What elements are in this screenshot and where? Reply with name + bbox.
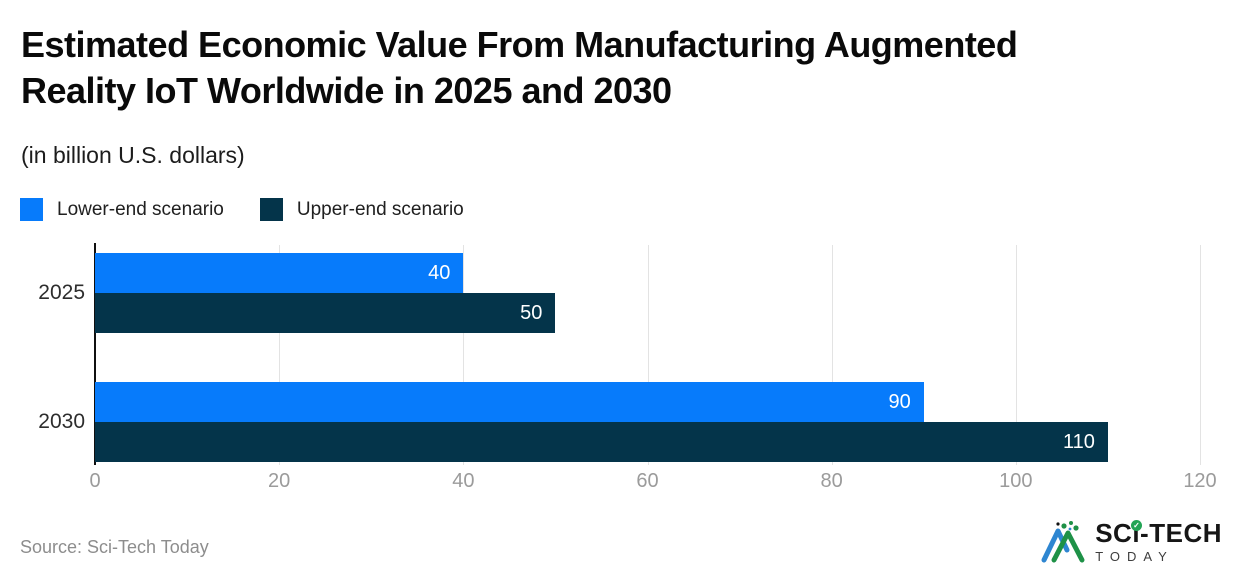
plot-area: 2025 40 50 2030 90 110 xyxy=(38,243,1201,465)
bar-value-label: 40 xyxy=(428,261,451,284)
bar-2025-upper: 50 xyxy=(95,293,556,333)
gridline-60 xyxy=(647,245,649,465)
x-tick-label-0: 0 xyxy=(89,470,101,492)
legend-swatch-lower xyxy=(20,198,43,221)
gridline-40 xyxy=(463,245,465,465)
gridline-80 xyxy=(831,245,833,465)
logo-tagline: TODAY xyxy=(1095,549,1174,565)
chart-subtitle: (in billion U.S. dollars) xyxy=(21,142,245,168)
logo-text: SCi-TECH ✓ TODAY xyxy=(1095,517,1222,565)
gridline-100 xyxy=(1015,245,1017,465)
x-tick-label-120: 120 xyxy=(1183,470,1217,492)
gridline-120 xyxy=(1200,245,1201,465)
page-title: Estimated Economic Value From Manufactur… xyxy=(21,22,1226,114)
logo-name-label: SCi-TECH xyxy=(1095,517,1222,548)
chart-legend: Lower-end scenario Upper-end scenario xyxy=(20,198,464,221)
bar-value-label: 110 xyxy=(1063,430,1095,453)
logo-mountain-icon xyxy=(1041,521,1085,563)
legend-swatch-upper xyxy=(259,198,283,221)
bar-2030-lower: 90 xyxy=(95,382,924,422)
category-label-2025: 2025 xyxy=(38,281,85,304)
legend-label-upper: Upper-end scenario xyxy=(296,198,464,220)
title-line-1: Estimated Economic Value From Manufactur… xyxy=(21,24,1018,65)
bar-value-label: 50 xyxy=(520,301,543,324)
gridline-20 xyxy=(279,245,281,465)
x-axis-ticks: 0 20 40 60 80 100 120 xyxy=(89,470,1216,496)
sci-tech-today-logo: SCi-TECH ✓ TODAY xyxy=(1039,518,1222,566)
x-tick-label-100: 100 xyxy=(999,470,1033,492)
source-note: Source: Sci-Tech Today xyxy=(20,537,209,557)
legend-item-lower: Lower-end scenario xyxy=(20,198,224,221)
check-icon: ✓ xyxy=(1131,519,1143,531)
y-axis-line xyxy=(94,243,96,465)
x-tick-label-80: 80 xyxy=(820,470,843,492)
legend-item-upper: Upper-end scenario xyxy=(259,198,464,221)
x-tick-label-40: 40 xyxy=(452,470,475,492)
legend-label-lower: Lower-end scenario xyxy=(57,198,224,220)
category-label-2030: 2030 xyxy=(38,410,85,433)
bar-value-label: 90 xyxy=(888,390,911,413)
x-tick-label-20: 20 xyxy=(268,470,291,492)
title-line-2: Reality IoT Worldwide in 2025 and 2030 xyxy=(21,70,672,112)
bar-2025-lower: 40 xyxy=(95,253,464,293)
bar-2030-upper: 110 xyxy=(95,422,1108,462)
logo-name: SCi-TECH ✓ xyxy=(1095,517,1222,548)
x-tick-label-60: 60 xyxy=(636,470,659,492)
